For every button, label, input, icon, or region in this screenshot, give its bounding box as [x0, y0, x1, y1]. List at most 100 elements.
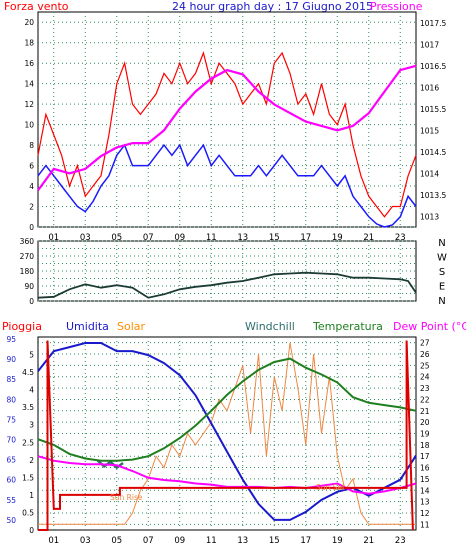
pressure-y-tick: 1014.5: [420, 148, 446, 157]
x-tick: 07: [143, 536, 154, 546]
direction-panel-series: [37, 271, 417, 299]
temperature-label: Temperatura: [312, 320, 383, 333]
wind-y-tick: 4: [29, 182, 34, 191]
x-tick: 01: [48, 233, 59, 243]
pressure-y-tick: 1014: [420, 169, 439, 178]
direction-letter: E: [439, 282, 445, 293]
wind-panel-series: [37, 51, 417, 228]
rain-label: Pioggia: [2, 320, 42, 333]
direction-y-tick: 270: [20, 252, 35, 261]
rain-y-tick: 4.5: [22, 368, 34, 377]
rain-y-tick: 3.5: [22, 403, 34, 412]
temp-y-tick: 12: [420, 509, 430, 518]
x-tick: 11: [206, 536, 217, 546]
humidity-y-tick: 90: [6, 355, 16, 364]
direction-letter: N: [438, 296, 445, 307]
temp-y-tick: 17: [420, 452, 430, 461]
rain-y-tick: 2.5: [22, 438, 34, 447]
pressure-y-tick: 1017.5: [420, 19, 446, 28]
temp-y-tick: 13: [420, 498, 430, 507]
direction-y-tick: 0: [29, 297, 34, 306]
x-tick: 05: [111, 536, 122, 546]
rain-y-tick: 0: [29, 526, 34, 535]
windchill-label: Windchill: [245, 320, 295, 333]
temp-y-tick: 20: [420, 418, 430, 427]
x-tick: 03: [80, 536, 91, 546]
temp-y-tick: 14: [420, 486, 430, 495]
rain-y-tick: 0.5: [22, 508, 34, 517]
wind-force-line: [37, 51, 417, 218]
temp-y-tick: 23: [420, 384, 430, 393]
rain-y-tick: 3: [29, 421, 34, 430]
wind-direction-line: [37, 271, 417, 299]
direction-y-tick: 180: [20, 267, 35, 276]
temp-y-tick: 21: [420, 407, 430, 416]
x-tick: 19: [332, 233, 343, 243]
solar-label: Solar: [117, 320, 146, 333]
pressure-label: Pressione: [370, 0, 423, 13]
x-tick: 07: [143, 233, 154, 243]
temp-panel-series: [37, 340, 417, 531]
humidity-y-tick: 70: [6, 436, 16, 445]
gust-line: [37, 143, 417, 228]
temp-panel-ticks: 50 55 60 65 70 75 80 85 90 95 0 0.5 1 1.5 2 2.5 3 3.5 4 4.5…: [6, 335, 429, 546]
temp-y-tick: 25: [420, 361, 430, 370]
x-tick: 11: [206, 233, 217, 243]
direction-panel-grid: [38, 240, 416, 302]
wind-y-tick: 20: [24, 18, 34, 27]
pressure-y-tick: 1013: [420, 212, 439, 221]
temp-y-tick: 15: [420, 475, 430, 484]
rain-y-tick: 1.5: [22, 473, 34, 482]
humidity-label: Umidita: [66, 320, 109, 333]
temp-y-tick: 24: [420, 373, 430, 382]
humidity-y-tick: 75: [6, 415, 16, 424]
temp-y-tick: 27: [420, 339, 430, 348]
direction-panel-ticks: 0 90 180 270 360: [20, 237, 35, 306]
humidity-y-tick: 55: [6, 496, 16, 505]
x-tick: 03: [80, 233, 91, 243]
wind-y-tick: 6: [29, 162, 34, 171]
temperature-line: [37, 357, 417, 462]
pressure-y-tick: 1013.5: [420, 191, 446, 200]
solar-line: [38, 342, 416, 525]
wind-force-label: Forza vento: [4, 0, 69, 13]
humidity-y-tick: 95: [6, 335, 16, 344]
sunset-label: Sun Set: [316, 483, 345, 492]
dewpoint-label: Dew Point (°C): [393, 320, 466, 333]
wind-panel-frame: [37, 11, 417, 228]
direction-letter: S: [439, 267, 445, 278]
x-tick: 05: [111, 233, 122, 243]
x-tick: 13: [237, 536, 248, 546]
rain-y-tick: 4: [29, 386, 34, 395]
temp-y-tick: 11: [420, 520, 430, 529]
x-tick: 15: [269, 536, 280, 546]
humidity-y-tick: 80: [6, 395, 16, 404]
temp-y-tick: 22: [420, 395, 430, 404]
x-tick: 21: [363, 233, 374, 243]
pressure-y-tick: 1016.5: [420, 62, 446, 71]
wind-panel-ticks: 0 2 4 6 8 10 12 14 16 18 20 1013 1013.5 1014 1014.5 101…: [24, 18, 446, 243]
temp-y-tick: 18: [420, 441, 430, 450]
direction-y-tick: 90: [24, 282, 34, 291]
humidity-y-tick: 50: [6, 516, 16, 525]
x-tick: 15: [269, 233, 280, 243]
pressure-y-tick: 1017: [420, 40, 439, 49]
pressure-y-tick: 1015.5: [420, 105, 446, 114]
x-tick: 09: [174, 233, 185, 243]
wind-y-tick: 10: [24, 121, 34, 130]
pressure-y-tick: 1015: [420, 126, 439, 135]
humidity-y-tick: 85: [6, 375, 16, 384]
wind-y-tick: 12: [24, 100, 34, 109]
wind-y-tick: 2: [29, 203, 34, 212]
temp-panel-grid: [38, 337, 416, 530]
rain-y-tick: 5: [29, 351, 34, 360]
pressure-y-tick: 1016: [420, 83, 439, 92]
x-tick: 17: [300, 233, 311, 243]
rain-y-tick: 2: [29, 456, 34, 465]
humidity-line: [37, 342, 417, 521]
wind-y-tick: 16: [24, 59, 34, 68]
rain-line: [38, 340, 414, 531]
x-tick: 19: [332, 536, 343, 546]
x-tick: 01: [48, 536, 59, 546]
